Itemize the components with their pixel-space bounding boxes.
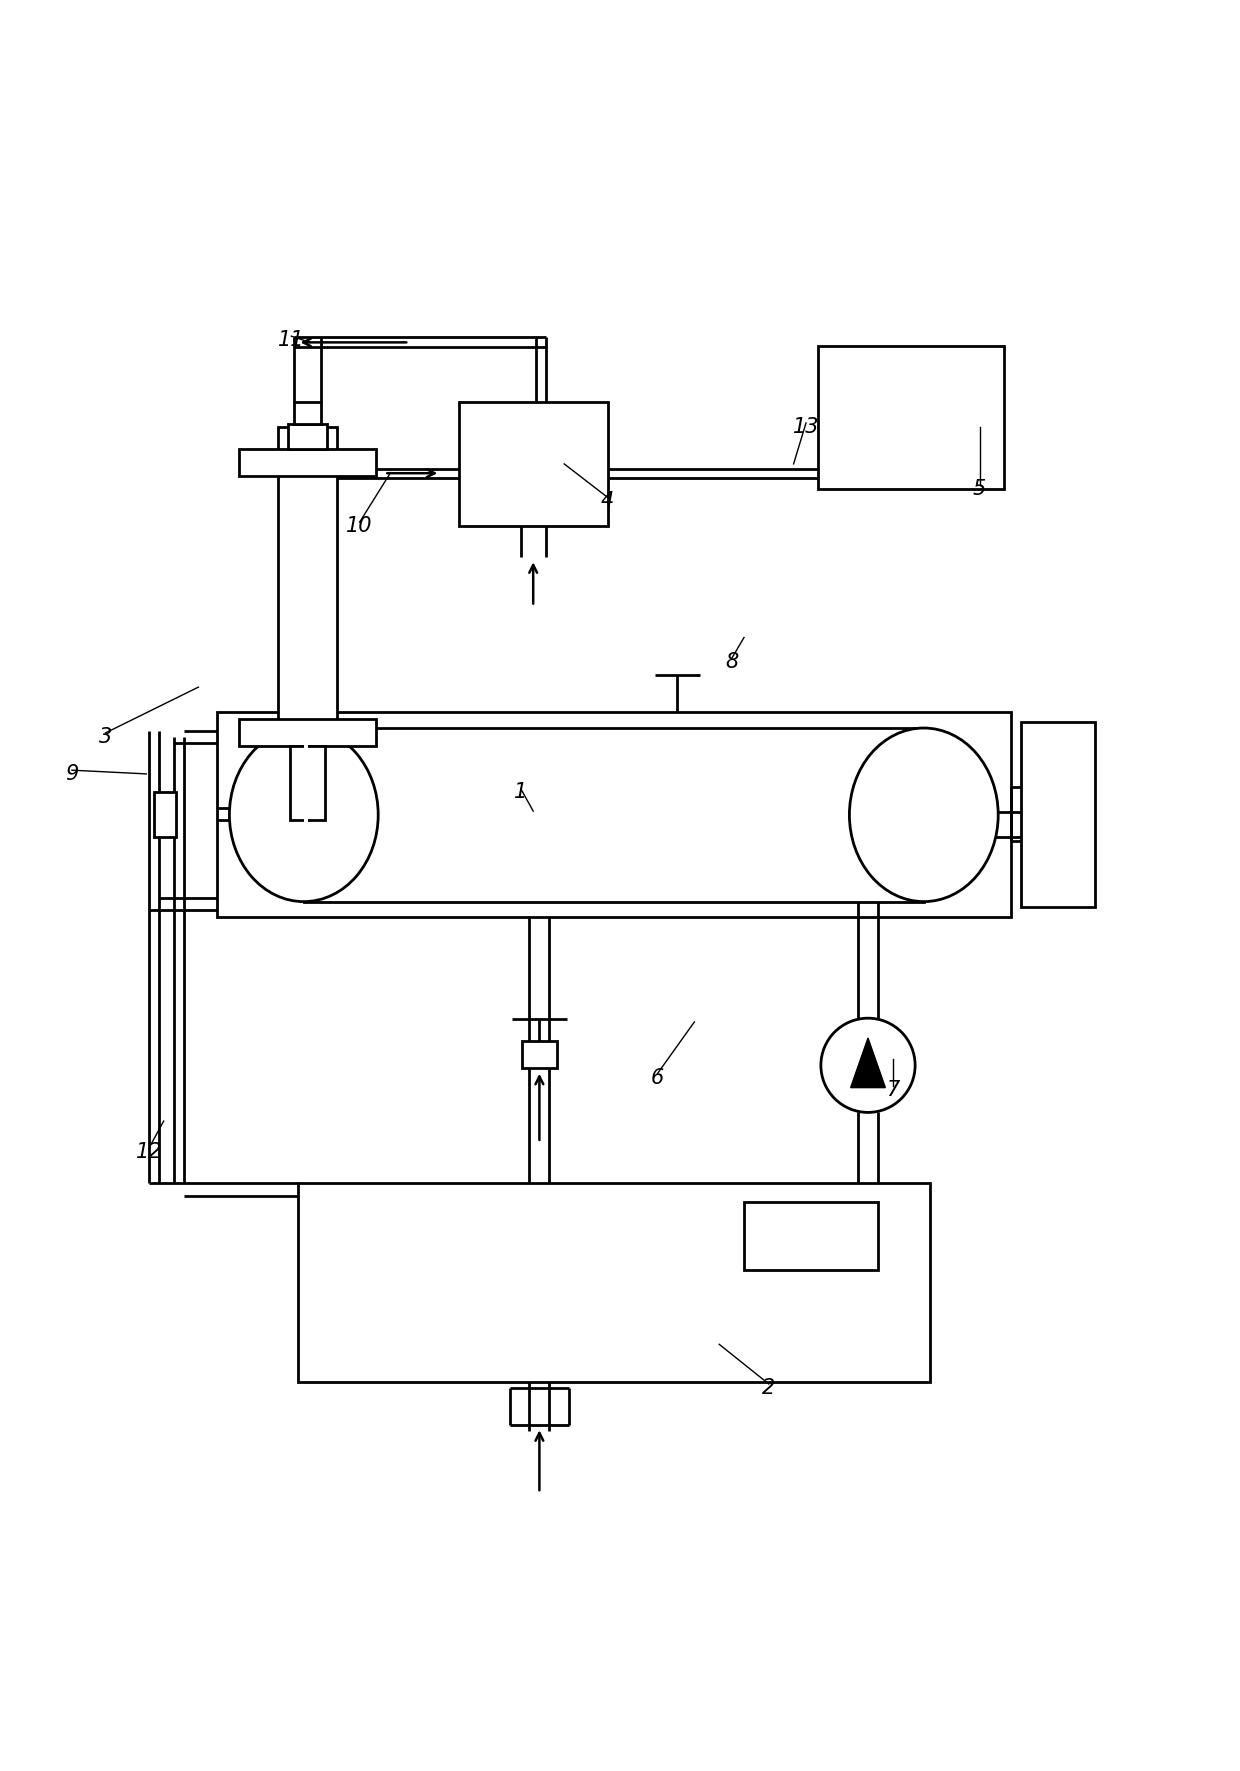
Text: 5: 5 <box>973 478 986 499</box>
FancyBboxPatch shape <box>459 402 608 526</box>
Ellipse shape <box>229 728 378 901</box>
FancyBboxPatch shape <box>294 402 321 425</box>
FancyBboxPatch shape <box>217 712 1011 917</box>
FancyBboxPatch shape <box>239 719 376 746</box>
FancyBboxPatch shape <box>818 345 1004 489</box>
Text: 7: 7 <box>887 1080 899 1100</box>
Text: 10: 10 <box>346 515 373 537</box>
Text: 12: 12 <box>135 1142 162 1162</box>
FancyBboxPatch shape <box>239 450 376 476</box>
FancyBboxPatch shape <box>522 1041 557 1068</box>
FancyBboxPatch shape <box>304 728 924 901</box>
Text: 3: 3 <box>99 726 112 747</box>
Circle shape <box>821 1018 915 1112</box>
FancyBboxPatch shape <box>1021 723 1095 907</box>
Text: 6: 6 <box>651 1068 663 1087</box>
FancyBboxPatch shape <box>920 731 924 898</box>
Text: 8: 8 <box>725 652 738 673</box>
Text: 13: 13 <box>792 416 820 437</box>
Polygon shape <box>851 1038 885 1087</box>
FancyBboxPatch shape <box>154 792 176 836</box>
FancyBboxPatch shape <box>288 425 327 450</box>
FancyBboxPatch shape <box>290 746 325 820</box>
Text: 4: 4 <box>601 491 614 512</box>
FancyBboxPatch shape <box>304 731 308 898</box>
FancyBboxPatch shape <box>278 427 337 820</box>
FancyBboxPatch shape <box>298 1183 930 1381</box>
Text: 2: 2 <box>763 1378 775 1397</box>
Text: 11: 11 <box>278 329 305 351</box>
Text: 9: 9 <box>66 763 78 785</box>
Ellipse shape <box>849 728 998 901</box>
Text: 1: 1 <box>515 783 527 802</box>
FancyBboxPatch shape <box>744 1203 878 1270</box>
